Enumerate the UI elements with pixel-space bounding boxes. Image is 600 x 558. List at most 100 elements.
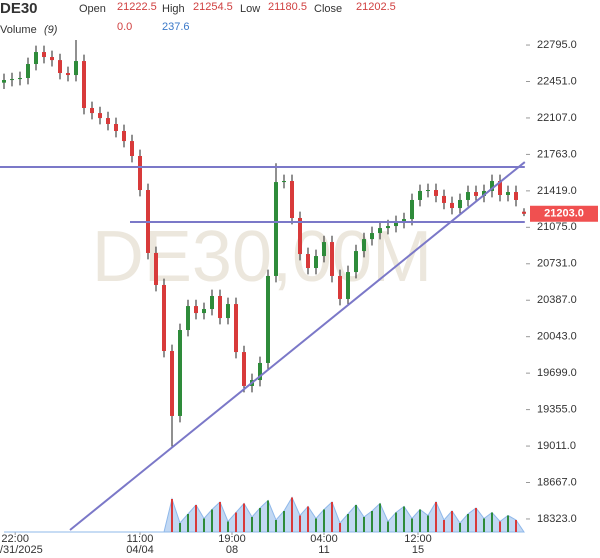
ohlc-value: 21202.5 xyxy=(356,1,396,13)
volume-bar xyxy=(267,500,269,532)
candle-body xyxy=(106,118,110,124)
candle-body xyxy=(234,304,238,353)
current-price-box xyxy=(530,205,598,222)
candle-body xyxy=(178,330,182,416)
volume-bar xyxy=(443,520,445,532)
candle-body xyxy=(74,61,78,76)
candle-body xyxy=(58,60,62,74)
y-tick-label: 19011.0 xyxy=(537,440,576,452)
volume-bar xyxy=(235,512,237,532)
candle-body xyxy=(338,275,342,299)
candle-body xyxy=(202,309,206,314)
y-tick-label: 22107.0 xyxy=(537,112,577,124)
candle-body xyxy=(474,192,478,196)
candle-body xyxy=(18,77,22,80)
candle-body xyxy=(282,181,286,183)
candle-body xyxy=(522,211,526,214)
volume-bar xyxy=(499,521,501,532)
volume-bar xyxy=(291,497,293,532)
ohlc-name: Low xyxy=(240,3,260,15)
volume-bar xyxy=(275,520,277,532)
candle-body xyxy=(266,275,270,363)
volume-bar xyxy=(347,514,349,532)
candle-body xyxy=(154,252,158,285)
volume-bar xyxy=(179,523,181,532)
candle-body xyxy=(458,199,462,209)
x-tick-date: 03/31/2025 xyxy=(0,544,43,556)
volume-bar xyxy=(195,505,197,532)
volume-bar xyxy=(243,503,245,532)
volume-bar xyxy=(515,520,517,532)
candle-body xyxy=(138,155,142,191)
candle-body xyxy=(346,272,350,299)
x-tick-date: 04/04 xyxy=(126,544,154,556)
candle-body xyxy=(322,242,326,257)
volume-bar xyxy=(323,509,325,532)
volume-area xyxy=(4,496,525,533)
candle-body xyxy=(450,202,454,209)
x-tick-date: 11 xyxy=(318,544,329,556)
candle-body xyxy=(90,107,94,114)
x-tick-label: 22:00 xyxy=(1,533,29,545)
trendline xyxy=(69,161,526,531)
volume-bar xyxy=(331,502,333,532)
y-tick-label: 22795.0 xyxy=(537,39,577,51)
volume-bar xyxy=(259,508,261,532)
candle-body xyxy=(242,352,246,386)
x-tick-label: 12:00 xyxy=(404,533,432,545)
candle-body xyxy=(186,306,190,331)
volume-bar xyxy=(315,518,317,532)
volume-bar xyxy=(483,518,485,532)
y-tick-label: 21419.0 xyxy=(537,185,577,197)
y-tick-label: 22451.0 xyxy=(537,75,577,87)
volume-bar xyxy=(371,511,373,532)
candle-body xyxy=(482,190,486,196)
candle-body xyxy=(506,192,510,195)
ohlc-name: High xyxy=(162,3,185,15)
x-tick-label: 19:00 xyxy=(218,533,246,545)
candle-body xyxy=(66,73,70,76)
volume-bar xyxy=(283,511,285,532)
candle-body xyxy=(98,113,102,119)
candle-body xyxy=(50,57,54,61)
volume-bar xyxy=(187,514,189,532)
y-tick-label: 20731.0 xyxy=(537,258,577,270)
candle-body xyxy=(170,350,174,416)
volume-bar xyxy=(219,502,221,532)
volume-bar xyxy=(171,499,173,532)
volume-title: Volume xyxy=(0,24,37,36)
candle-body xyxy=(210,295,214,310)
x-tick-date: 08 xyxy=(226,544,238,556)
x-tick-label: 04:00 xyxy=(310,533,338,545)
y-tick-label: 21075.0 xyxy=(537,221,577,233)
candle-body xyxy=(370,233,374,240)
candle-body xyxy=(402,219,406,223)
candle-body xyxy=(2,80,6,83)
candle-body xyxy=(82,61,86,108)
candle-body xyxy=(330,242,334,276)
volume-bar xyxy=(451,511,453,532)
candle-body xyxy=(34,52,38,65)
volume-bar xyxy=(507,515,509,532)
ohlc-value: 21180.5 xyxy=(268,1,307,13)
current-price-label: 21203.0 xyxy=(544,208,584,220)
symbol: DE30 xyxy=(0,0,38,17)
candle-body xyxy=(490,181,494,191)
candle-body xyxy=(514,192,518,200)
volume-ma: 237.6 xyxy=(162,21,190,33)
candle-body xyxy=(442,195,446,203)
candle-body xyxy=(274,182,278,276)
candle-body xyxy=(498,181,502,195)
candle-body xyxy=(466,192,470,200)
candle-body xyxy=(386,226,390,229)
volume-bar xyxy=(467,514,469,532)
volume-bar xyxy=(395,512,397,532)
volume-bar xyxy=(379,503,381,532)
ohlc-value: 21222.5 xyxy=(117,1,157,13)
candle-body xyxy=(314,256,318,269)
candle-body xyxy=(258,362,262,381)
volume-bar xyxy=(475,508,477,532)
volume-bar xyxy=(307,506,309,532)
volume-bar xyxy=(427,515,429,532)
volume-bar xyxy=(411,518,413,532)
